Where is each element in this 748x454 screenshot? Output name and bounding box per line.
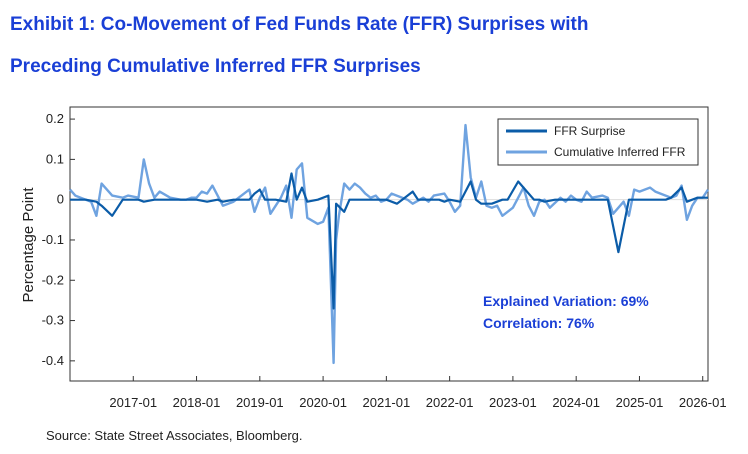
y-axis-ticks: 0.2 0.1 0 -0.1 -0.2 -0.3 -0.4 <box>42 111 75 368</box>
series-layer <box>69 123 710 365</box>
source-note: Source: State Street Associates, Bloombe… <box>46 428 303 443</box>
y-tick-label: 0 <box>57 192 64 207</box>
x-tick-label: 2024-01 <box>552 395 600 410</box>
plot-frame <box>69 106 709 382</box>
chart-title-line1: Exhibit 1: Co-Movement of Fed Funds Rate… <box>10 14 589 35</box>
annotation-explained-variation: Explained Variation: 69% <box>483 293 649 309</box>
y-tick-label: -0.3 <box>42 313 64 328</box>
x-tick-label: 2021-01 <box>363 395 411 410</box>
x-tick-label: 2026-01 <box>679 395 727 410</box>
x-tick-label: 2020-01 <box>299 395 347 410</box>
legend-label-ffr-surprise: FFR Surprise <box>554 124 626 138</box>
x-axis-ticks: 2017-01 2018-01 2019-01 2020-01 2021-01 2022-… <box>109 376 727 410</box>
y-tick-label: -0.1 <box>42 232 64 247</box>
y-tick-label: -0.2 <box>42 272 64 287</box>
x-tick-label: 2022-01 <box>426 395 474 410</box>
annotation-correlation: Correlation: 76% <box>483 315 595 331</box>
y-tick-label: 0.2 <box>46 111 64 126</box>
y-tick-label: -0.4 <box>42 353 64 368</box>
y-axis-label: Percentage Point <box>20 187 37 303</box>
chart-area: 0.20.10-0.1-0.2-0.3-0.4 2017-01 2018-01 20… <box>20 106 727 410</box>
y-tick-label: 0.1 <box>46 151 64 166</box>
x-tick-label: 2018-01 <box>173 395 221 410</box>
legend: FFR Surprise Cumulative Inferred FFR <box>497 118 699 166</box>
chart-title-line2: Preceding Cumulative Inferred FFR Surpri… <box>10 56 421 77</box>
series-line-ffr-surprise <box>70 172 708 310</box>
legend-label-cumulative-inferred: Cumulative Inferred FFR <box>554 145 686 159</box>
x-tick-label: 2017-01 <box>109 395 157 410</box>
x-tick-label: 2025-01 <box>616 395 664 410</box>
x-tick-label: 2019-01 <box>236 395 284 410</box>
x-tick-label: 2023-01 <box>489 395 537 410</box>
